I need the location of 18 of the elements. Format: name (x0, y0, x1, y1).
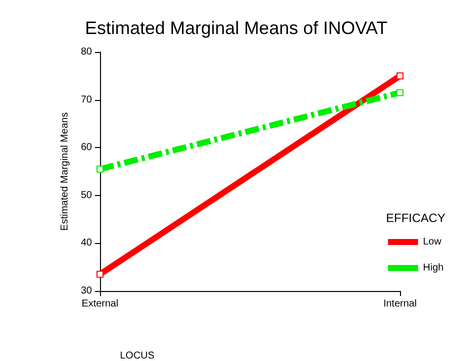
point (396, 89, 404, 96)
x-tick-label: External (82, 298, 118, 310)
point (96, 270, 104, 278)
point (96, 166, 104, 173)
legend-title: EFFICACY (386, 211, 446, 225)
legend-label: High (423, 262, 444, 274)
chart-title: Estimated Marginal Means of INOVAT (85, 18, 388, 38)
y-tick-label: 30 (80, 286, 92, 296)
x-tick-label: Internal (383, 298, 417, 310)
y-tick-label: 50 (80, 190, 92, 201)
y-tick-label: 40 (80, 238, 92, 249)
y-tick-label: 80 (80, 46, 92, 58)
point (396, 72, 404, 80)
legend-label: Low (423, 236, 442, 248)
x-axis-title: LOCUS (120, 350, 155, 361)
y-tick-label: 70 (80, 94, 92, 106)
y-axis-title: Estimated Marginal Means (59, 112, 70, 231)
y-tick-label: 60 (80, 142, 92, 154)
